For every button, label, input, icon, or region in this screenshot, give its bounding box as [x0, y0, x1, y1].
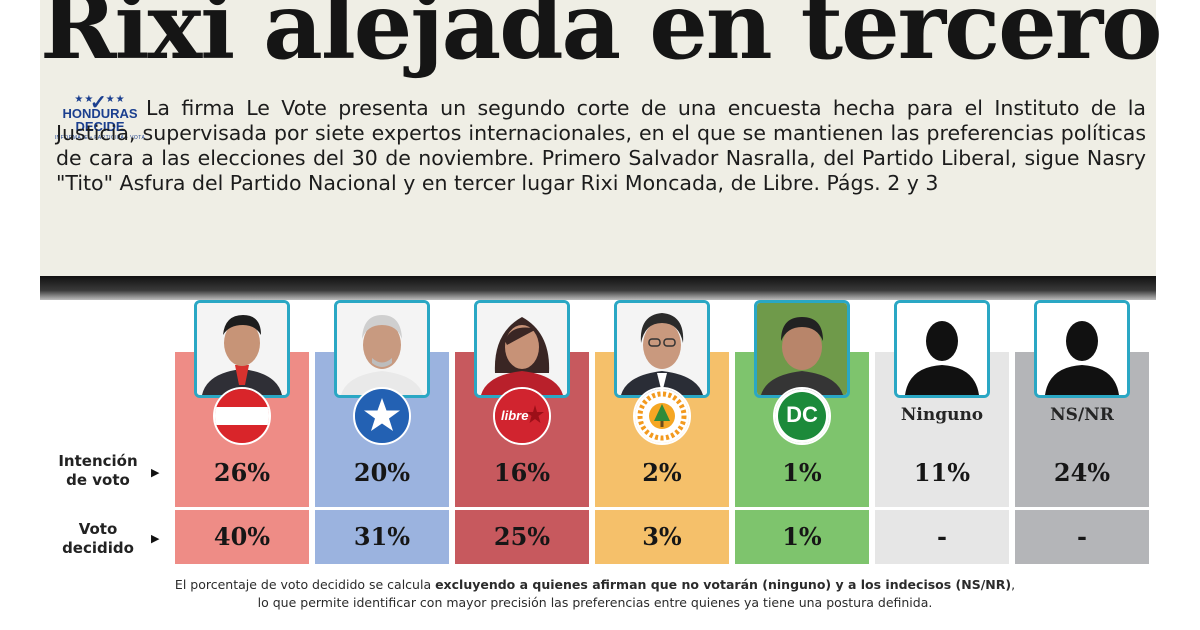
value-cell: 24%	[1053, 458, 1111, 487]
value-cell: 31%	[353, 522, 411, 551]
partido-libre-logo-icon: libre	[493, 387, 551, 445]
partido-dc-label: DC	[786, 402, 818, 427]
row-label-intencion: Intención de voto	[58, 452, 138, 489]
partido-libre-label: libre	[501, 408, 529, 423]
label-nsnr: NS/NR	[1050, 405, 1114, 425]
candidate-photo-pinu	[614, 300, 710, 398]
logo-line1: HONDURAS	[62, 106, 138, 121]
logo-check-icon: ✓	[90, 92, 107, 114]
value-cell: -	[1077, 522, 1087, 551]
value-cell: -	[937, 522, 947, 551]
value-cell: 1%	[782, 522, 822, 551]
partido-dc-logo-icon: DC	[773, 387, 831, 445]
header-panel: Rixi alejada en tercero ★★ ★★ ✓ HONDURAS…	[40, 0, 1163, 280]
partido-nacional-star-icon	[353, 387, 411, 445]
footnote-text-1: El porcentaje de voto decidido se calcul…	[174, 577, 436, 592]
value-cell: 25%	[493, 522, 551, 551]
value-cell: 40%	[213, 522, 271, 551]
logo-line2: DECIDE	[75, 119, 125, 134]
value-cell: 16%	[493, 458, 551, 487]
silhouette-nsnr	[1034, 300, 1130, 398]
lead-paragraph: La firma Le Vote presenta un segundo cor…	[56, 96, 1146, 195]
value-cell: 1%	[782, 458, 822, 487]
row-arrow-intencion-icon: ▶	[151, 467, 160, 479]
value-cell: 2%	[642, 458, 682, 487]
silhouette-ninguno	[894, 300, 990, 398]
candidate-photo-dc	[754, 300, 850, 398]
candidate-photo-nasralla	[194, 300, 290, 398]
row-arrow-decidido-icon: ▶	[151, 533, 160, 545]
row-label-decidido: Voto decidido	[62, 520, 134, 557]
value-cell: 11%	[913, 458, 971, 487]
honduras-decide-logo: ★★ ★★ ✓ HONDURAS DECIDE INFORMATE • PART…	[54, 92, 146, 144]
divider-band	[40, 276, 1156, 300]
partido-pinu-sun-icon	[633, 387, 691, 445]
value-cell: 26%	[213, 458, 271, 487]
footnote-text-bold: excluyendo a quienes afirman que no vota…	[435, 577, 1012, 592]
headline: Rixi alejada en tercero	[40, 0, 1163, 80]
label-ninguno: Ninguno	[900, 405, 984, 425]
footnote-text-end: ,	[1011, 577, 1016, 592]
footnote: El porcentaje de voto decidido se calcul…	[40, 576, 1150, 612]
candidate-photo-moncada	[474, 300, 570, 398]
logo-stars-icon: ★★ ★★	[74, 94, 126, 105]
value-cell: 20%	[353, 458, 411, 487]
candidate-photo-asfura	[334, 300, 430, 398]
footnote-text-2: lo que permite identificar con mayor pre…	[257, 595, 933, 610]
logo-tagline: INFORMATE • PARTICIPA • VOTA	[54, 135, 146, 141]
partido-liberal-flag-icon	[213, 387, 271, 445]
logo-title: HONDURAS DECIDE	[54, 107, 146, 133]
value-cell: 3%	[642, 522, 682, 551]
row-separator	[40, 507, 1150, 510]
